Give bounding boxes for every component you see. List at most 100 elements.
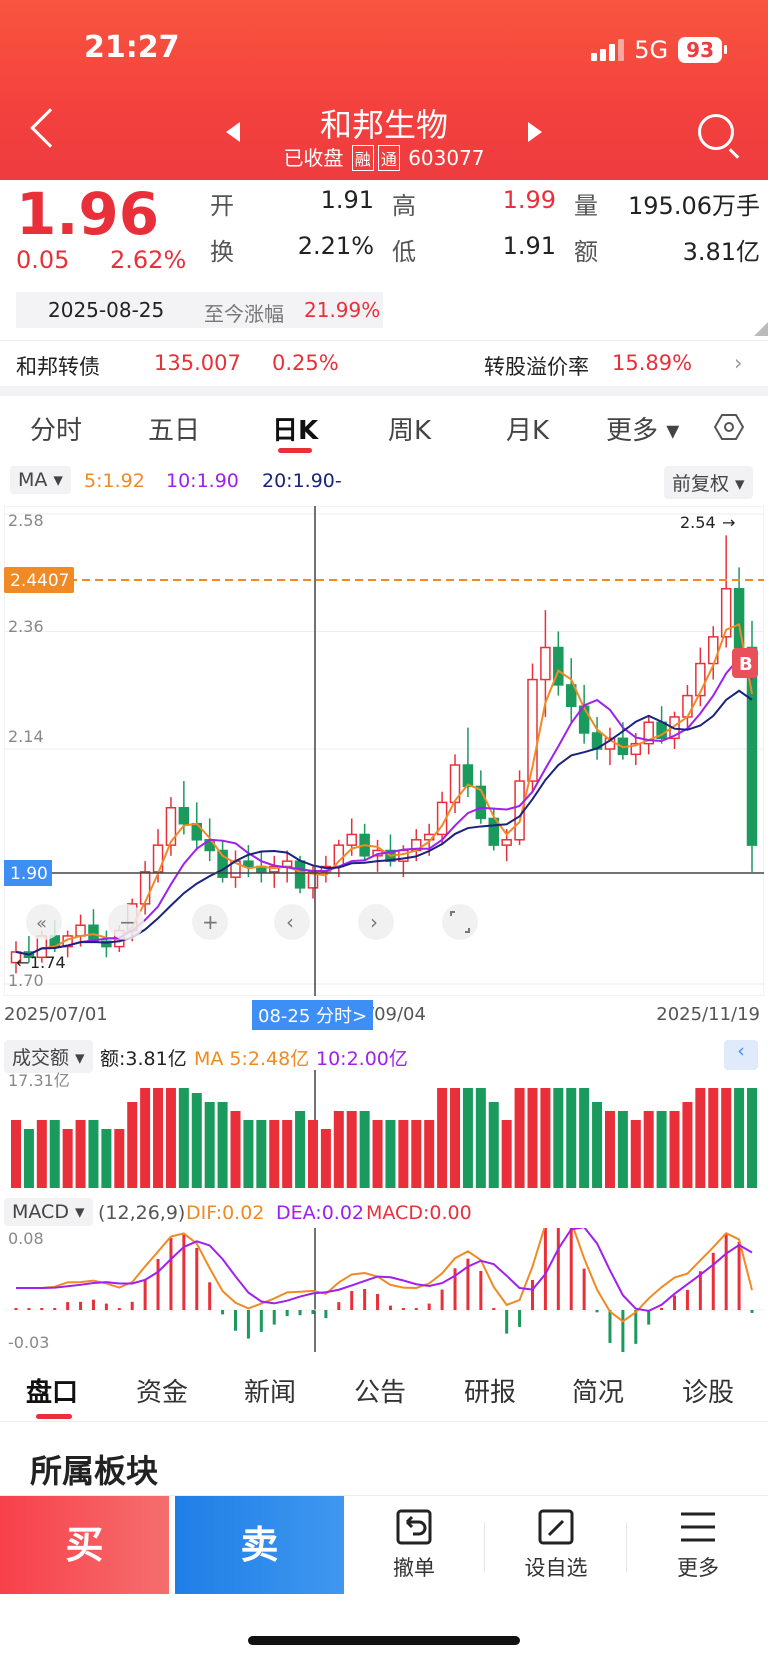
price-line-tag [4,567,74,593]
ma-selector[interactable]: MA ▾ [10,466,71,494]
tab-news[interactable]: 新闻 [244,1378,297,1408]
volume-bar [153,1088,164,1188]
buy-button[interactable]: 买 [0,1496,169,1594]
candle-body [346,833,357,846]
volume-bar [475,1088,486,1188]
macd-bar [156,1258,160,1310]
volume-bar [579,1088,590,1188]
volume-bar [501,1120,512,1188]
tab-diagnosis[interactable]: 诊股 [682,1378,735,1408]
volume-bar [437,1088,448,1188]
macd-selector[interactable]: MACD ▾ [4,1198,93,1226]
plus-icon: + [202,910,219,934]
macd-bar [401,1308,405,1310]
signal-icon [591,39,625,61]
volume-selector[interactable]: 成交额 ▾ [4,1040,93,1073]
tab-five-day[interactable]: 五日 [148,416,201,446]
volume-bar [527,1088,538,1188]
volume-ma5: MA 5:2.48亿 [194,1048,310,1070]
candle-body [540,646,551,681]
volume-bar [566,1088,577,1188]
volume-bar [553,1088,564,1188]
tab-monthly-k[interactable]: 月K [506,416,550,446]
chevron-right-icon: › [734,351,743,375]
convertible-bond-row[interactable]: 和邦转债 135.007 0.25% 转股溢价率 15.89% › [0,340,768,386]
kline-chart[interactable]: 2.4407 1.90 2.58 2.36 2.14 1.70 2.54 → ←… [4,506,764,996]
macd-bar [479,1270,483,1310]
price-line-text: 2.4407 [10,571,69,591]
min-arrow-icon: ← [16,953,29,972]
macd-bar [234,1310,238,1331]
menu-icon [681,1512,715,1542]
low-value: 1.91 [502,232,556,260]
ma5-readout: 5:1.92 [84,470,145,492]
tab-orderbook[interactable]: 盘口 [26,1378,79,1408]
tab-research[interactable]: 研报 [464,1378,517,1408]
macd-bar [324,1310,328,1319]
collapse-panel-icon[interactable]: ‹ [724,1040,758,1070]
candle-body [488,817,500,846]
adjust-selector[interactable]: 前复权 ▾ [664,466,753,499]
volume-chart: 17.31亿 [8,1070,757,1188]
tab-funds[interactable]: 资金 [136,1378,189,1408]
tab-profile[interactable]: 简况 [572,1378,625,1408]
search-icon[interactable] [698,114,734,150]
candle-body [217,849,228,878]
high-value: 1.99 [502,186,556,214]
fullscreen-icon[interactable] [442,904,478,940]
volume-header: 成交额 ▾ 额:3.81亿 MA 5:2.48亿 10:2.00亿 ‹ [0,1040,768,1073]
prev-stock-icon[interactable] [226,122,240,142]
max-arrow-icon: → [722,513,735,532]
candle-body [527,678,538,782]
candle-body [501,839,512,846]
candle-body [746,646,758,846]
crosshair-date-tag[interactable]: 08-25 分时> [252,1000,374,1030]
next-stock-icon[interactable] [528,122,542,142]
volume-bar [217,1102,228,1188]
buy-signal-badge[interactable] [732,648,758,678]
macd-bar [711,1252,715,1310]
macd-bar [388,1305,392,1310]
settings-hex-icon[interactable] [714,412,744,442]
more-button[interactable]: 更多 [638,1508,758,1582]
tab-intraday[interactable]: 分时 [30,416,83,446]
low-label: 低 [392,238,416,266]
candle-body [475,785,487,820]
macd-bar [195,1247,199,1310]
zoom-out-icon[interactable] [108,904,144,940]
pan-left-icon[interactable] [274,904,310,940]
tab-more[interactable]: 更多 ▾ [606,416,680,446]
volume-bar [191,1093,202,1188]
macd-bar [14,1308,18,1310]
volume-bar [165,1088,176,1188]
volume-bar [630,1120,641,1188]
add-watchlist-button[interactable]: 设自选 [496,1508,616,1582]
tab-announcements[interactable]: 公告 [354,1378,407,1408]
expand-corner-icon[interactable] [754,322,768,336]
dea-line [16,1228,753,1312]
cancel-order-button[interactable]: 撤单 [354,1508,474,1582]
macd-bottom-label: -0.03 [8,1333,49,1352]
tab-weekly-k[interactable]: 周K [388,416,432,446]
date-axis: 2025/07/01 /09/04 08-25 分时> 2025/11/19 [0,1000,768,1030]
macd-bar [350,1291,354,1310]
volume-bar [721,1088,732,1188]
macd-bar [311,1310,315,1315]
expand-icon [450,911,470,933]
sell-button[interactable]: 卖 [175,1496,344,1594]
macd-bar [530,1279,534,1310]
volume-bar [708,1088,719,1188]
tab-daily-k[interactable]: 日K [272,416,319,446]
volume-bar [450,1088,461,1188]
action-divider [626,1522,627,1572]
volume-bar [307,1120,318,1188]
zoom-first-icon[interactable] [26,904,62,940]
volume-bar [372,1120,383,1188]
pan-right-icon[interactable] [358,904,394,940]
battery-icon: 93 [678,37,727,63]
macd-bar [543,1228,547,1310]
macd-dif: DIF:0.02 [186,1202,265,1224]
zoom-in-icon[interactable] [192,904,228,940]
volume-bar [333,1111,344,1188]
volume-bar [604,1111,615,1188]
